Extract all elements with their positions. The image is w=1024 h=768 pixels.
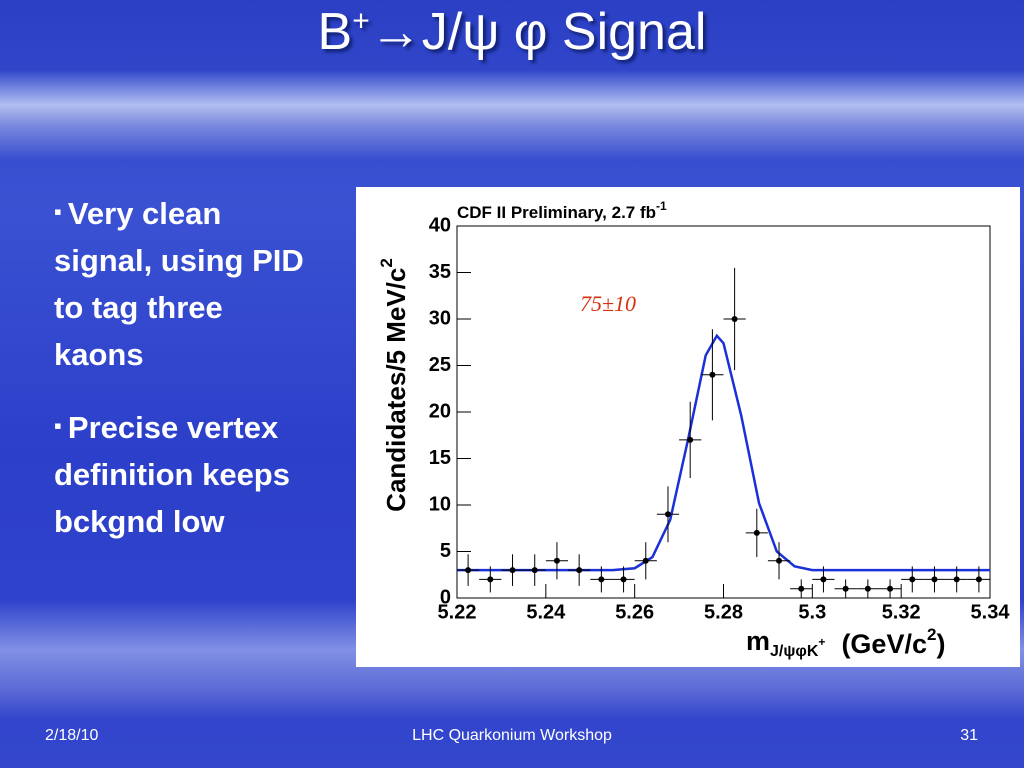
data-point <box>709 371 716 378</box>
title-sup: + <box>352 4 370 38</box>
x-label-unitsup: 2 <box>927 625 936 644</box>
data-point <box>531 567 538 574</box>
y-tick-label: 15 <box>429 447 451 469</box>
x-label-sub: J/ψφK <box>770 643 819 660</box>
data-point <box>620 576 627 583</box>
data-point <box>731 316 738 322</box>
data-point <box>509 567 516 574</box>
data-point <box>487 576 494 583</box>
chart-title-text: CDF II Preliminary, 2.7 fb <box>457 203 656 222</box>
y-tick-label: 30 <box>429 307 451 329</box>
x-label-main: m <box>746 626 770 656</box>
x-tick-label: 5.3 <box>798 601 826 623</box>
chart-title-sup: -1 <box>656 199 667 213</box>
x-tick-label: 5.28 <box>704 601 743 623</box>
chart: 0 5 10 15 20 25 30 35 40 5.22 5.24 5.26 5.28 5.3 5.32 5… <box>356 187 1020 667</box>
data-point <box>820 576 827 583</box>
y-tick-label: 40 <box>429 214 451 236</box>
y-label-text: Candidates/5 MeV/c <box>381 268 411 512</box>
data-point <box>664 511 671 518</box>
data-point <box>776 557 783 564</box>
bullet: Precise vertex definition keeps bckgnd l… <box>54 402 304 545</box>
data-point <box>465 567 472 574</box>
data-point <box>798 585 805 592</box>
footer-date: 2/18/10 <box>45 727 99 744</box>
annotation: 75±10 <box>580 291 636 316</box>
x-tick-label: 5.24 <box>526 601 566 623</box>
data-point <box>687 436 694 443</box>
title-text: B <box>317 3 353 61</box>
x-label-close: ) <box>936 629 945 659</box>
data-point <box>864 585 871 592</box>
chart-title: CDF II Preliminary, 2.7 fb-1 <box>457 199 667 222</box>
x-tick-label: 5.32 <box>882 601 921 623</box>
y-tick-label: 10 <box>429 493 451 515</box>
data-point <box>931 576 938 583</box>
y-tick-label: 25 <box>429 354 451 376</box>
data-point <box>576 567 583 574</box>
y-axis-label: Candidates/5 MeV/c2 <box>377 258 410 512</box>
data-point <box>909 576 916 583</box>
y-tick-label: 20 <box>429 400 451 422</box>
data-point <box>975 576 982 583</box>
y-tick-label: 0 <box>440 586 451 608</box>
data-point <box>642 557 649 564</box>
fit-curve <box>457 333 990 572</box>
x-tick-label: 5.22 <box>438 601 477 623</box>
data-point <box>887 585 894 592</box>
data-point <box>553 557 560 564</box>
x-tick-label: 5.26 <box>615 601 654 623</box>
x-label-subsup: + <box>818 635 825 649</box>
x-label-unit: (GeV/c <box>841 629 927 659</box>
y-tick-label: 5 <box>440 540 451 562</box>
bullet: Very clean signal, using PID to tag thre… <box>54 188 304 378</box>
data-point <box>953 576 960 583</box>
slide-title: B+→J/ψ φ Signal <box>0 2 1024 62</box>
x-tick-label: 5.34 <box>971 601 1011 623</box>
data-point <box>842 585 849 592</box>
title-text: →J/ψ φ Signal <box>369 3 707 61</box>
data-point <box>753 529 760 536</box>
footer-event: LHC Quarkonium Workshop <box>412 727 612 744</box>
footer-page: 31 <box>960 727 978 744</box>
y-tick-label: 35 <box>429 261 451 283</box>
x-axis-label: mJ/ψφK+ (GeV/c2) <box>746 625 945 660</box>
y-label-sup: 2 <box>377 258 396 267</box>
data-point <box>598 576 605 583</box>
plot-frame <box>456 225 991 599</box>
